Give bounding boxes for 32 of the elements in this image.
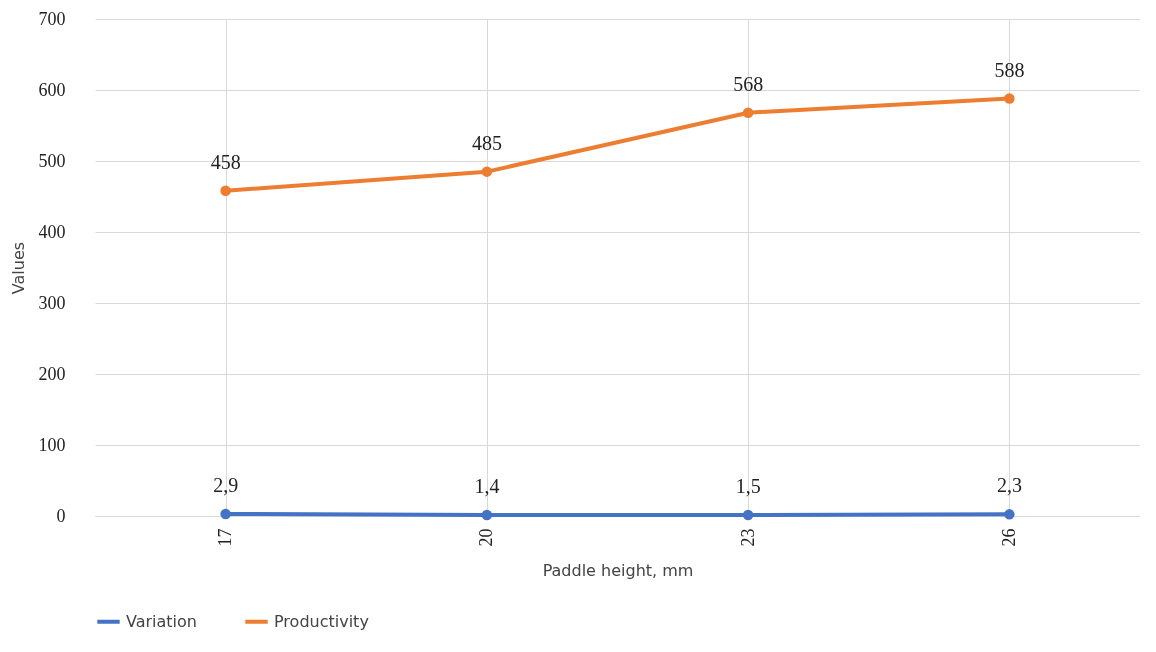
- point: [220, 508, 231, 520]
- data-label: 568: [733, 72, 764, 95]
- y-tick-label: 700: [38, 8, 66, 29]
- point: [481, 166, 493, 177]
- data-label: 1,4: [474, 475, 500, 498]
- y-tick-label: 200: [38, 363, 66, 384]
- data-label: 458: [210, 150, 241, 173]
- y-tick-label: 600: [38, 79, 66, 100]
- y-tick-label: 400: [38, 221, 66, 242]
- point: [220, 185, 231, 197]
- point: [742, 107, 754, 118]
- x-axis-title: Paddle height, mm: [542, 560, 694, 580]
- data-label: 2,3: [996, 474, 1022, 497]
- data-label: 485: [471, 131, 502, 154]
- data-label: 1,5: [735, 474, 761, 497]
- point: [742, 509, 754, 521]
- x-tick-label: 17: [215, 528, 236, 547]
- y-tick-label: 300: [38, 292, 66, 313]
- data-label: 588: [994, 58, 1025, 81]
- x-tick-label: 20: [476, 528, 497, 547]
- point: [481, 509, 493, 521]
- data-label: 2,9: [213, 473, 239, 496]
- y-tick-label: 0: [56, 505, 66, 526]
- legend-label: Variation: [126, 611, 197, 631]
- x-tick-label: 23: [737, 528, 758, 547]
- point: [1004, 509, 1015, 520]
- y-tick-label: 500: [38, 150, 66, 171]
- point: [1004, 93, 1015, 104]
- y-axis-title: Values: [8, 241, 28, 295]
- legend-label: Productivity: [274, 611, 369, 631]
- x-tick-label: 26: [998, 528, 1019, 547]
- y-tick-label: 100: [38, 434, 66, 455]
